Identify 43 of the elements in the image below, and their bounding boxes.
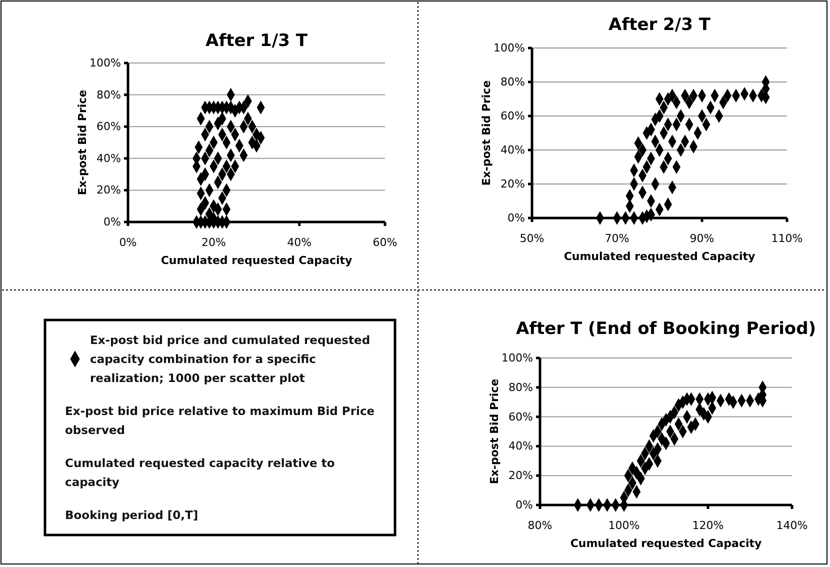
y-tick-label: 40% [500,144,525,157]
x-axis-title: Cumulated requested Capacity [570,537,762,550]
text: Ex-post bid price relative to maximum Bid Price observed [65,404,375,437]
y-axis-title: Ex-post Bid Price [480,80,493,186]
x-tick-label: 0% [119,236,137,249]
x-tick-label: 50% [520,232,544,245]
y-tick-label: 20% [508,469,533,482]
y-tick-label: 80% [508,380,533,394]
text: Booking period [0,T] [65,508,198,522]
text: Ex-post bid price and cumulated requested capacity combination for a specific realization; 1000 per scatter plot [90,333,370,385]
y-tick-label: 20% [500,178,525,191]
y-tick-label: 40% [508,440,533,453]
x-tick-label: 70% [604,232,630,245]
x-tick-label: 120% [692,518,724,532]
y-tick-label: 60% [500,110,525,123]
y-tick-label: 60% [96,120,121,134]
chart-title: After T (End of Booking Period) [516,319,816,339]
text: Cumulated requested capacity relative to capacity [65,456,335,489]
y-tick-label: 100% [90,56,121,70]
y-tick-label: 0% [508,212,525,225]
y-axis-title: Ex-post Bid Price [488,378,501,484]
x-tick-label: 40% [287,236,312,249]
y-tick-label: 0% [104,216,121,229]
x-tick-label: 20% [201,236,226,249]
y-tick-label: 100% [502,352,533,365]
y-axis-title: Ex-post Bid Price [76,90,89,196]
y-tick-label: 40% [96,152,121,165]
chart-title: After 2/3 T [608,15,711,35]
y-tick-label: 80% [96,88,121,102]
chart-title: After 1/3 T [206,31,308,51]
y-tick-label: 20% [96,184,121,197]
x-tick-label: 140% [776,518,808,532]
y-tick-label: 80% [500,76,525,89]
x-axis-title: Cumulated requested Capacity [160,254,352,267]
x-tick-label: 90% [690,232,714,245]
y-tick-label: 60% [508,410,533,424]
x-tick-label: 80% [528,518,552,532]
y-tick-label: 0% [516,498,533,512]
x-axis-title: Cumulated requested Capacity [564,250,756,263]
x-tick-label: 60% [372,236,398,249]
y-tick-label: 100% [494,42,525,55]
x-tick-label: 110% [771,232,803,245]
x-tick-label: 100% [608,518,640,532]
